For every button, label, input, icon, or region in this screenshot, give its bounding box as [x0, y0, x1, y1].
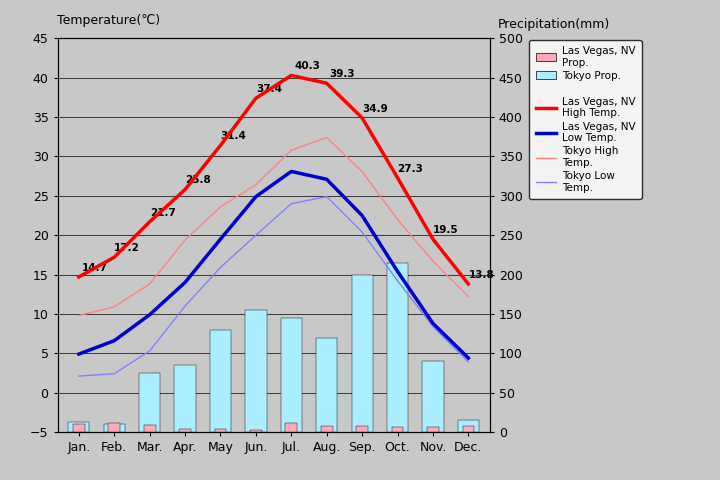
Bar — [321, 426, 333, 432]
Text: 14.7: 14.7 — [81, 263, 107, 273]
Bar — [427, 427, 438, 432]
Bar — [250, 430, 262, 432]
Bar — [423, 361, 444, 432]
Bar — [68, 422, 89, 432]
Text: 25.8: 25.8 — [185, 175, 211, 185]
Text: Precipitation(mm): Precipitation(mm) — [498, 18, 611, 31]
Bar — [462, 426, 474, 432]
Text: 17.2: 17.2 — [114, 243, 140, 253]
Legend: Las Vegas, NV
Prop., Tokyo Prop., , Las Vegas, NV
High Temp., Las Vegas, NV
Low : Las Vegas, NV Prop., Tokyo Prop., , Las … — [529, 40, 642, 199]
Bar — [281, 318, 302, 432]
Bar — [104, 424, 125, 432]
Bar — [351, 275, 373, 432]
Bar — [316, 337, 338, 432]
Bar — [109, 423, 120, 432]
Bar — [285, 423, 297, 432]
Bar — [387, 263, 408, 432]
Text: 37.4: 37.4 — [256, 84, 282, 94]
Bar — [139, 373, 161, 432]
Bar — [144, 425, 156, 432]
Bar — [356, 426, 368, 432]
Text: 27.3: 27.3 — [397, 164, 423, 174]
Bar — [73, 424, 85, 432]
Bar — [174, 365, 196, 432]
Text: 19.5: 19.5 — [433, 225, 459, 235]
Bar — [458, 420, 479, 432]
Bar — [392, 427, 403, 432]
Text: 34.9: 34.9 — [362, 104, 388, 114]
Text: 40.3: 40.3 — [294, 61, 320, 71]
Bar — [246, 310, 266, 432]
Bar — [210, 330, 231, 432]
Text: 39.3: 39.3 — [330, 69, 355, 79]
Text: Temperature(℃): Temperature(℃) — [57, 13, 160, 26]
Bar — [179, 429, 191, 432]
Text: 31.4: 31.4 — [220, 132, 246, 141]
Text: 21.7: 21.7 — [150, 208, 176, 217]
Bar — [215, 429, 226, 432]
Text: 13.8: 13.8 — [468, 270, 494, 280]
